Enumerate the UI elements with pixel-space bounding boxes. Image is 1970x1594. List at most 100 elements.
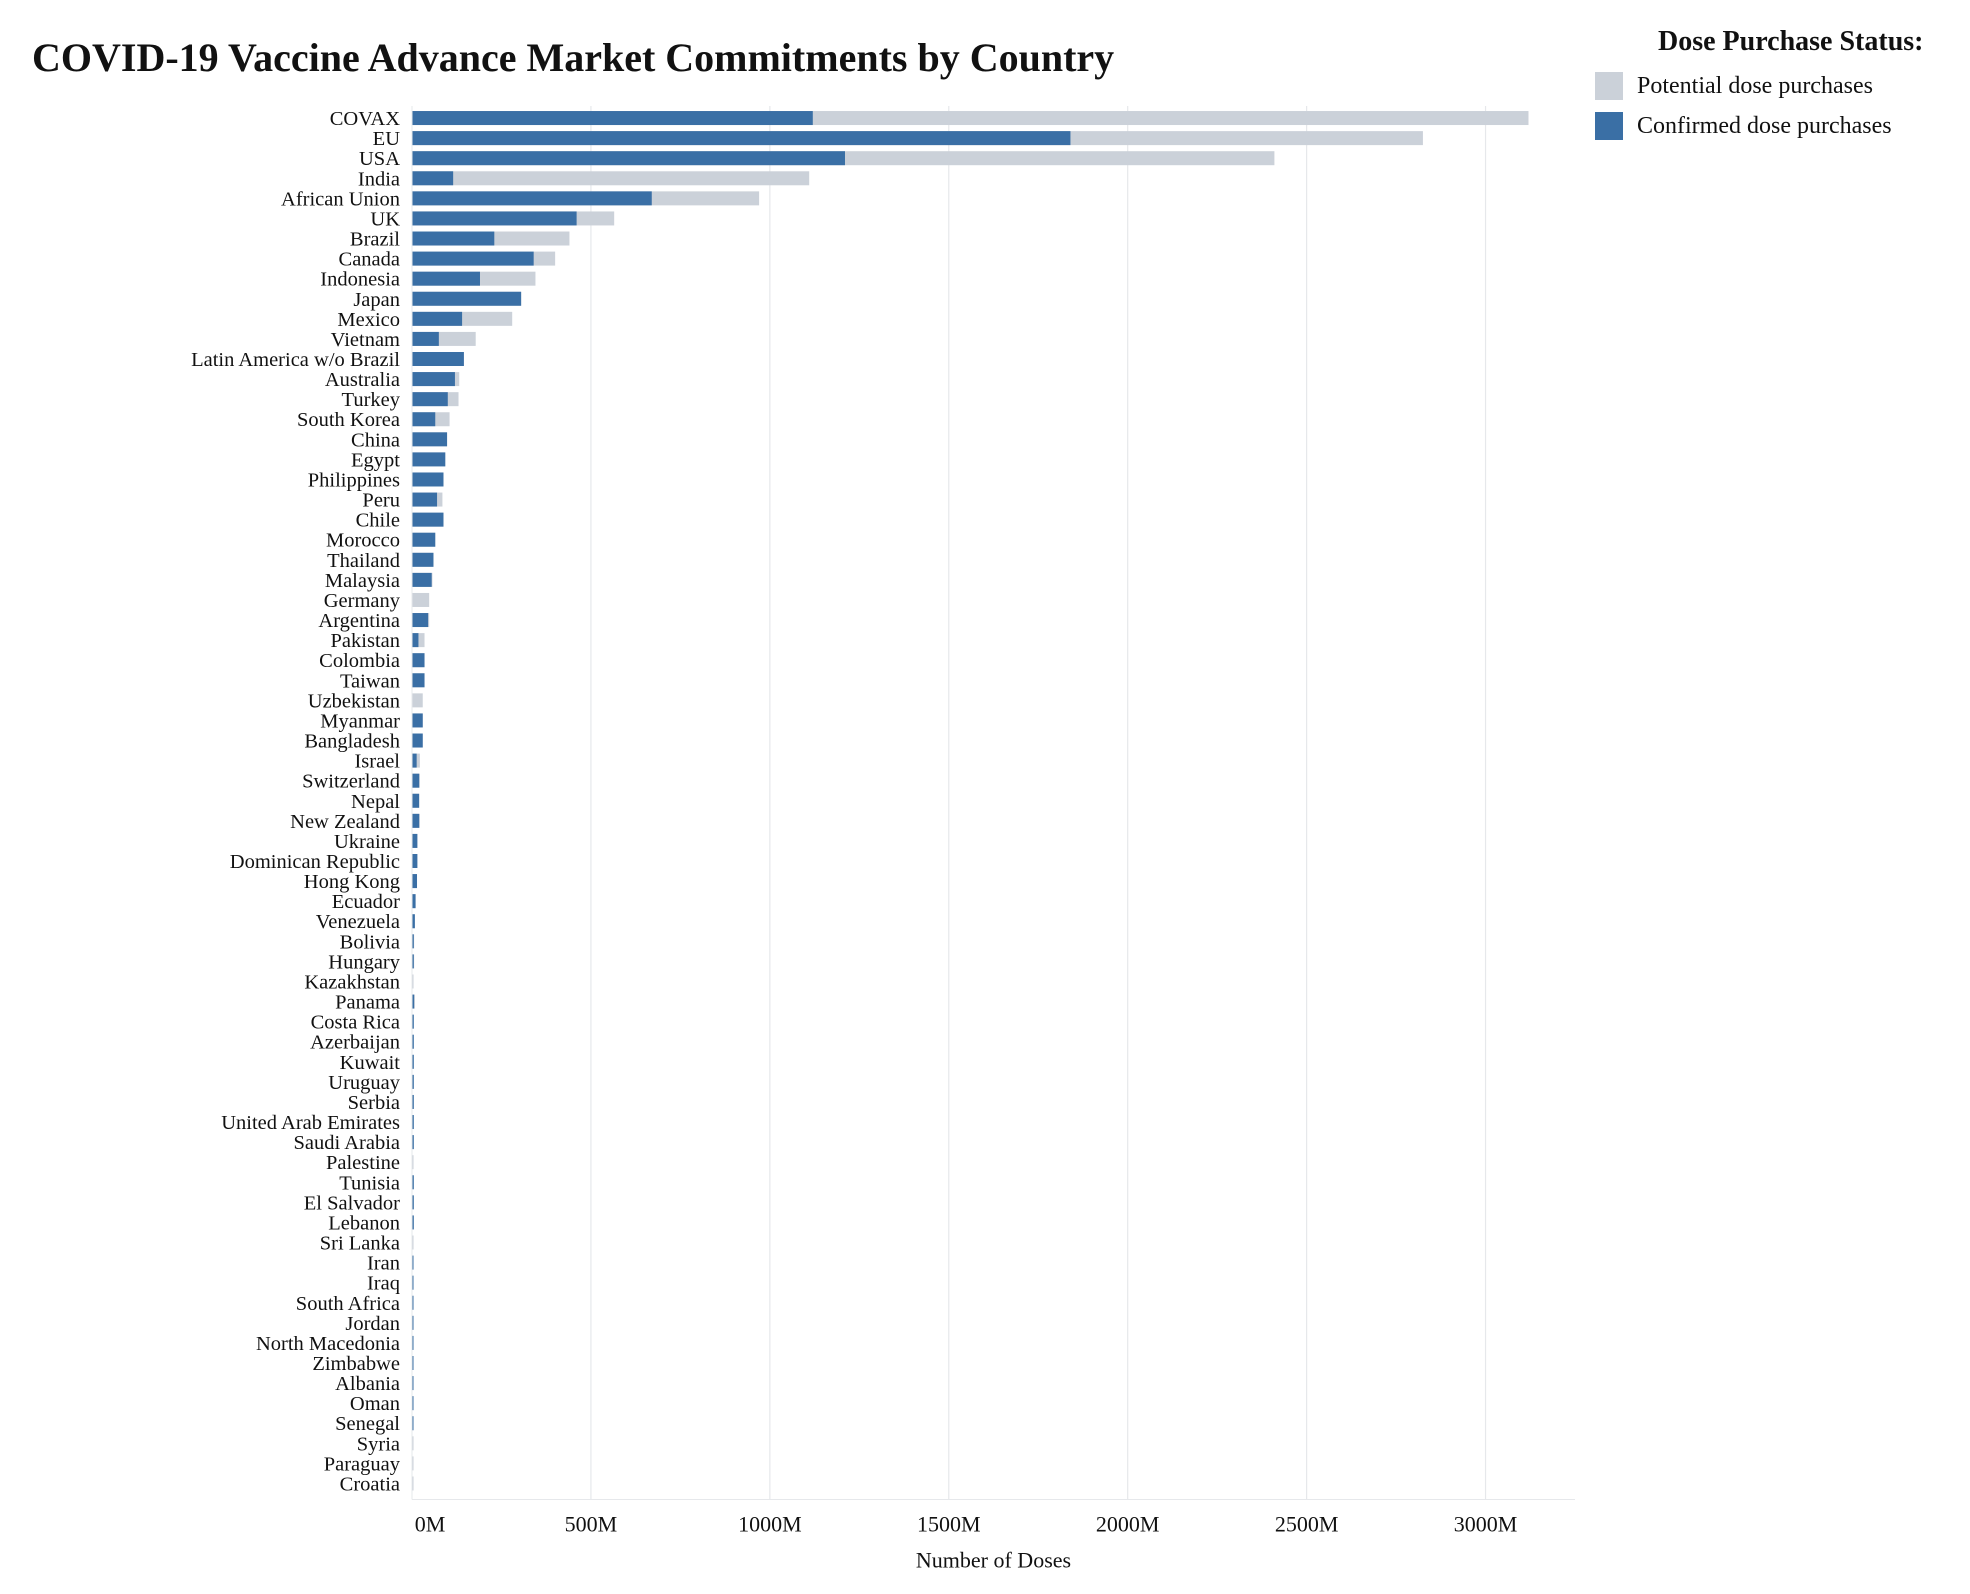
bar-confirmed[interactable] <box>412 1396 414 1411</box>
bar-confirmed[interactable] <box>412 1295 414 1310</box>
bar-confirmed[interactable] <box>412 833 418 848</box>
bar-confirmed[interactable] <box>412 954 414 969</box>
bar-potential[interactable] <box>412 1235 414 1250</box>
bar-confirmed[interactable] <box>412 813 420 828</box>
bar-confirmed[interactable] <box>412 1215 414 1230</box>
bar-potential[interactable] <box>412 974 414 989</box>
bar-confirmed[interactable] <box>412 1074 414 1089</box>
bar-confirmed[interactable] <box>412 512 444 527</box>
bar-confirmed[interactable] <box>412 914 415 929</box>
category-label: Ecuador <box>332 891 400 913</box>
x-tick-label: 2000M <box>1096 1512 1160 1537</box>
bar-potential[interactable] <box>412 1476 414 1491</box>
bar-confirmed[interactable] <box>412 1275 414 1290</box>
bar-confirmed[interactable] <box>412 1335 414 1350</box>
bar-confirmed[interactable] <box>412 894 416 909</box>
bar-confirmed[interactable] <box>412 231 495 246</box>
bar-confirmed[interactable] <box>412 773 420 788</box>
bar-confirmed[interactable] <box>412 1195 414 1210</box>
bar-confirmed[interactable] <box>412 854 418 868</box>
bar-confirmed[interactable] <box>412 352 464 366</box>
bar-confirmed[interactable] <box>412 171 454 186</box>
bar-confirmed[interactable] <box>412 532 436 547</box>
bar-confirmed[interactable] <box>412 1315 414 1330</box>
category-label: Philippines <box>308 469 400 491</box>
bar-confirmed[interactable] <box>412 613 429 628</box>
category-label: Switzerland <box>302 771 400 793</box>
category-label: Mexico <box>337 309 400 331</box>
category-label: Colombia <box>319 650 400 672</box>
category-label: Malaysia <box>325 570 400 592</box>
category-label: Sri Lanka <box>320 1233 400 1255</box>
bar-confirmed[interactable] <box>412 1175 414 1190</box>
bar-confirmed[interactable] <box>412 753 417 768</box>
bar-confirmed[interactable] <box>412 793 420 808</box>
bar-confirmed[interactable] <box>412 432 448 447</box>
bar-confirmed[interactable] <box>412 552 434 567</box>
category-label: China <box>351 429 400 451</box>
bar-confirmed[interactable] <box>412 1376 414 1391</box>
bar-potential[interactable] <box>412 171 810 186</box>
bar-confirmed[interactable] <box>412 191 652 206</box>
category-label: El Salvador <box>304 1192 400 1214</box>
bar-confirmed[interactable] <box>412 291 522 306</box>
category-label: Latin America w/o Brazil <box>191 349 400 371</box>
category-label: Panama <box>335 992 400 1014</box>
bar-confirmed[interactable] <box>412 653 425 668</box>
bar-confirmed[interactable] <box>412 733 423 748</box>
category-label: EU <box>373 128 401 150</box>
bar-confirmed[interactable] <box>412 572 432 587</box>
category-label: Israel <box>354 751 400 773</box>
legend-swatch-confirmed <box>1595 112 1623 140</box>
category-label: Nepal <box>351 791 400 813</box>
x-axis: 0M 500M 1000M 1500M 2000M 2500M 3000M <box>411 106 1575 1537</box>
bar-confirmed[interactable] <box>412 994 415 1009</box>
bar-confirmed[interactable] <box>412 633 419 648</box>
bar-confirmed[interactable] <box>412 111 813 126</box>
category-label: Hong Kong <box>304 871 400 893</box>
bar-confirmed[interactable] <box>412 713 423 728</box>
bar-confirmed[interactable] <box>412 874 418 889</box>
category-label: India <box>358 168 400 190</box>
x-tick-label: 0M <box>415 1512 446 1537</box>
category-label: Morocco <box>326 530 400 552</box>
bar-confirmed[interactable] <box>412 392 448 407</box>
category-label: African Union <box>281 188 400 210</box>
bar-confirmed[interactable] <box>412 1356 414 1370</box>
bar-confirmed[interactable] <box>412 131 1071 146</box>
bar-confirmed[interactable] <box>412 1034 414 1049</box>
bar-confirmed[interactable] <box>412 1135 414 1150</box>
category-label: Albania <box>335 1373 400 1395</box>
bar-potential[interactable] <box>412 1456 414 1471</box>
category-label: Saudi Arabia <box>294 1132 400 1154</box>
category-label: Turkey <box>342 389 401 411</box>
bar-confirmed[interactable] <box>412 1115 414 1130</box>
bar-confirmed[interactable] <box>412 934 414 949</box>
bar-potential[interactable] <box>412 1436 414 1451</box>
bar-confirmed[interactable] <box>412 1094 414 1109</box>
bar-potential[interactable] <box>412 693 423 708</box>
bar-confirmed[interactable] <box>412 1054 414 1069</box>
bar-confirmed[interactable] <box>412 372 455 387</box>
bar-confirmed[interactable] <box>412 271 480 286</box>
category-label: United Arab Emirates <box>221 1112 400 1134</box>
bar-confirmed[interactable] <box>412 673 425 688</box>
bar-confirmed[interactable] <box>412 1255 414 1270</box>
bar-confirmed[interactable] <box>412 151 845 166</box>
category-label: Tunisia <box>339 1172 400 1194</box>
bar-confirmed[interactable] <box>412 1416 414 1431</box>
category-label: Bolivia <box>340 931 400 953</box>
bar-confirmed[interactable] <box>412 211 577 226</box>
x-axis-title: Number of Doses <box>916 1548 1071 1573</box>
bar-confirmed[interactable] <box>412 412 436 427</box>
bar-confirmed[interactable] <box>412 452 446 467</box>
bar-confirmed[interactable] <box>412 331 439 346</box>
bar-potential[interactable] <box>412 1155 414 1170</box>
legend-title: Dose Purchase Status: <box>1658 26 1924 57</box>
bar-confirmed[interactable] <box>412 492 438 507</box>
bar-confirmed[interactable] <box>412 1014 414 1029</box>
bar-confirmed[interactable] <box>412 472 444 487</box>
bar-potential[interactable] <box>412 592 430 607</box>
bar-confirmed[interactable] <box>412 251 534 266</box>
bar-confirmed[interactable] <box>412 311 463 326</box>
